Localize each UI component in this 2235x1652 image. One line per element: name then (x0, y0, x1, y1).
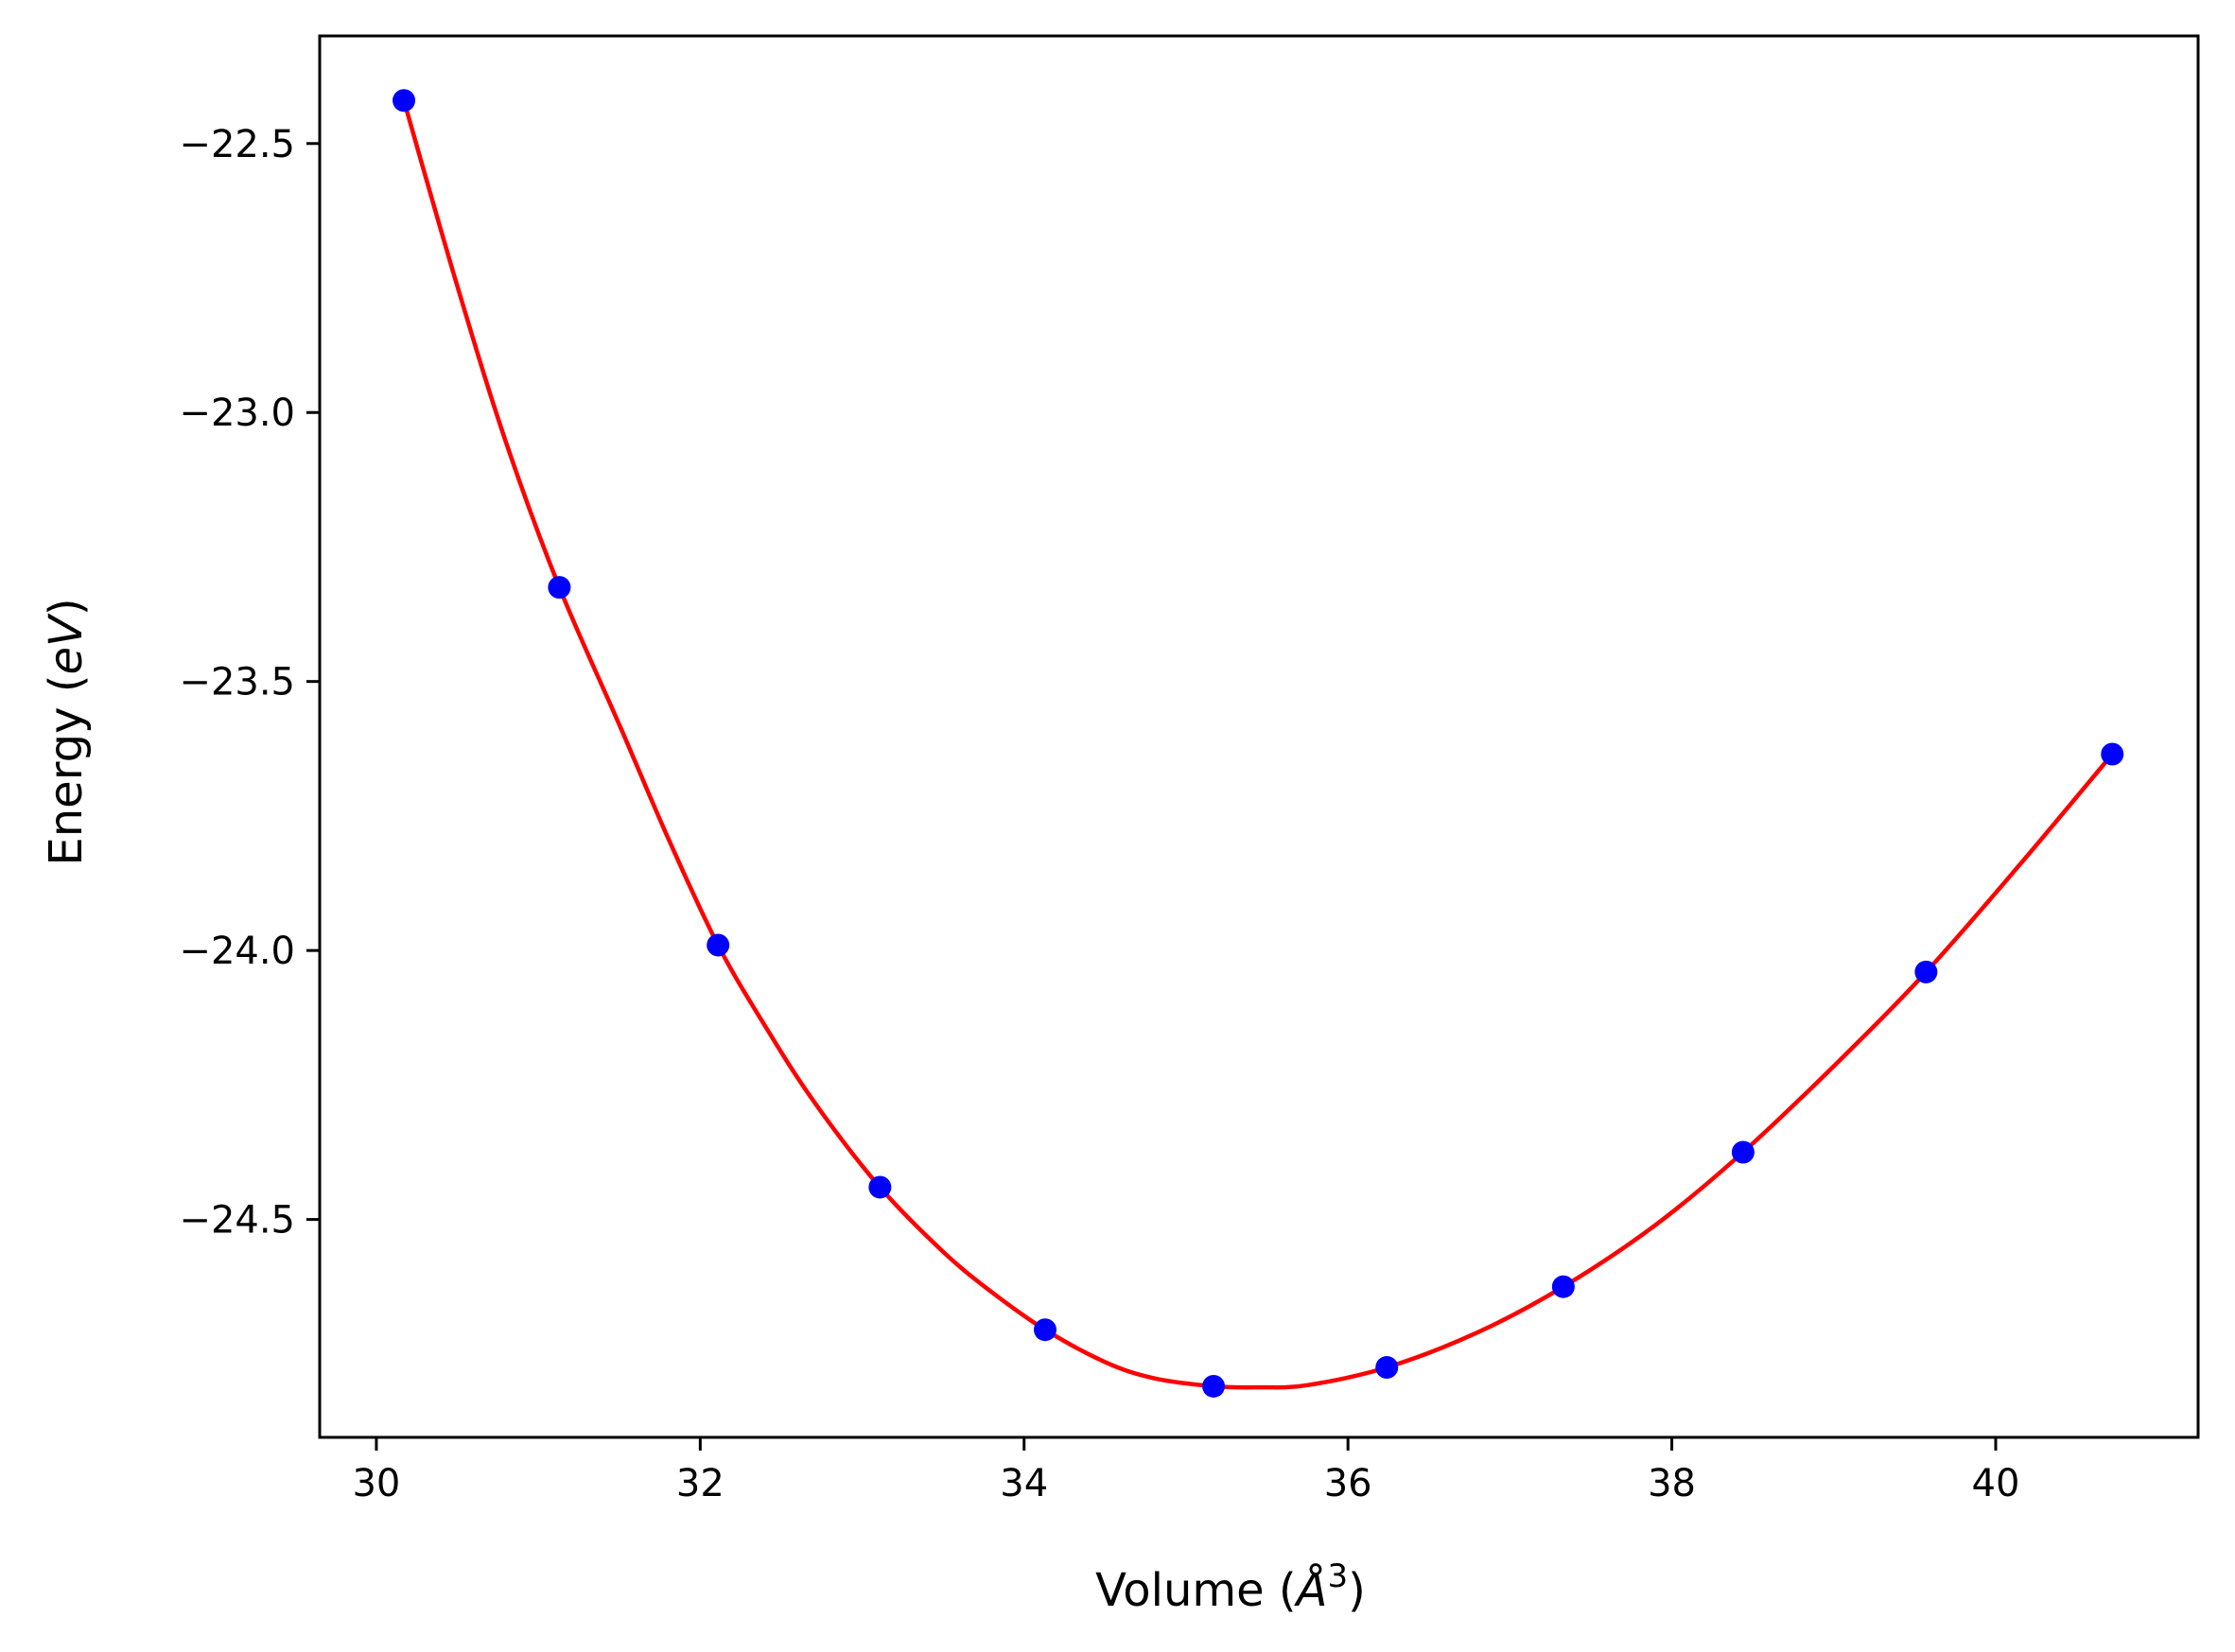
data-point (1914, 960, 1938, 983)
y-axis-label: Energy (eV) (40, 598, 93, 865)
x-tick-label: 40 (1972, 1462, 2020, 1505)
x-tick-label: 38 (1648, 1462, 1696, 1505)
data-point (1551, 1275, 1575, 1298)
data-point (1034, 1318, 1057, 1342)
axes-frame (318, 34, 2200, 1439)
y-axis-label-end: ) (40, 598, 93, 616)
x-axis: 30 32 34 36 38 40 (352, 1437, 2019, 1505)
y-tick-label: −22.5 (179, 123, 295, 166)
data-point (707, 933, 730, 957)
y-tick-label: −24.5 (179, 1199, 295, 1243)
x-tick-label: 34 (1000, 1462, 1048, 1505)
x-tick-label: 36 (1324, 1462, 1372, 1505)
y-tick-label: −23.5 (179, 661, 295, 704)
x-tick-label: 32 (676, 1462, 725, 1505)
x-axis-label-unit: Å (1294, 1563, 1328, 1617)
x-axis-label-superscript: 3 (1327, 1557, 1348, 1595)
x-axis-label-end: ) (1348, 1564, 1366, 1617)
plot-area (393, 89, 2124, 1398)
data-point (868, 1175, 892, 1199)
data-point (2101, 742, 2124, 766)
data-point (1731, 1140, 1755, 1164)
y-tick-label: −24.0 (179, 930, 295, 973)
y-axis-label-unit: eV (40, 613, 93, 675)
x-tick-label: 30 (352, 1462, 400, 1505)
y-tick-label: −23.0 (179, 391, 295, 435)
data-point (393, 89, 416, 113)
y-axis-label-text: Energy ( (40, 675, 93, 866)
y-axis: −22.5 −23.0 −23.5 −24.0 −24.5 (179, 123, 320, 1243)
data-point (1202, 1374, 1226, 1398)
x-axis-label: Volume (Å3) (1095, 1557, 1366, 1617)
x-axis-label-text: Volume ( (1095, 1564, 1297, 1617)
data-point (548, 576, 571, 600)
data-point (1375, 1356, 1399, 1380)
